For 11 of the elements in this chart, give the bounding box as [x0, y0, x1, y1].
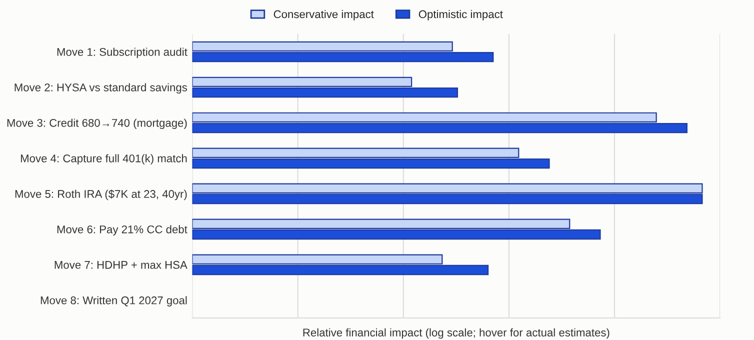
y-tick-label: Move 7: HDHP + max HSA: [54, 260, 188, 269]
legend-label: Optimistic impact: [418, 10, 503, 20]
y-tick-label: Move 3: Credit 680→740 (mortgage): [7, 118, 187, 130]
y-tick-label: Move 8: Written Q1 2027 goal: [40, 296, 187, 306]
y-tick-label: Move 4: Capture full 401(k) match: [20, 154, 187, 165]
y-tick-label: Move 5: Roth IRA ($7K at 23, 40yr): [15, 190, 187, 200]
y-tick-label: Move 6: Pay 21% CC debt: [57, 225, 188, 236]
x-axis-title: Relative financial impact (log scale; hover for actual estimates): [303, 328, 610, 339]
y-tick-label: Move 1: Subscription audit: [57, 48, 188, 58]
y-tick-label: Move 2: HYSA vs standard savings: [14, 83, 188, 94]
legend-label: Conservative impact: [274, 10, 374, 20]
